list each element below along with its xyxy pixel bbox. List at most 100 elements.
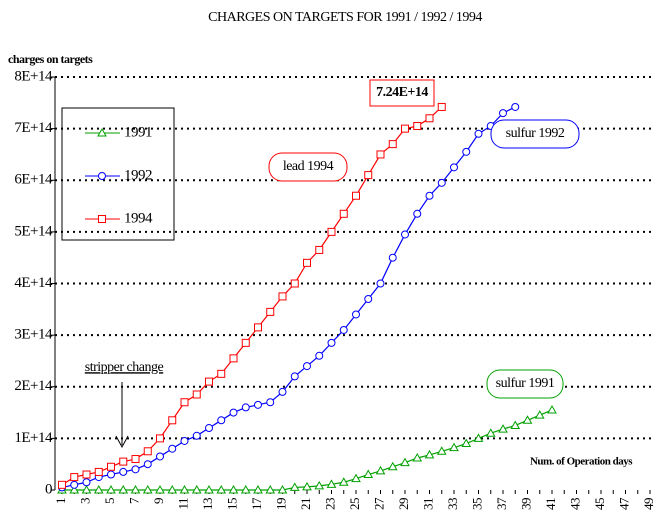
- point: [156, 452, 164, 461]
- point: [70, 480, 79, 489]
- x-tick-label: 29: [396, 498, 411, 510]
- point: [254, 400, 262, 409]
- annotation: sulfur 1992: [506, 126, 565, 141]
- point: [413, 122, 422, 131]
- x-tick-label: 31: [420, 498, 435, 510]
- point: [168, 416, 177, 425]
- point: [473, 433, 484, 442]
- point: [119, 457, 128, 466]
- point: [93, 484, 104, 494]
- y-tick-label: 0: [45, 481, 52, 497]
- point: [278, 292, 287, 301]
- x-tick-label: 27: [371, 497, 386, 510]
- annotation-box: [369, 79, 435, 107]
- point: [376, 150, 385, 159]
- point: [511, 102, 520, 111]
- annotation: stripper change: [85, 360, 164, 375]
- point: [449, 442, 459, 452]
- point: [510, 420, 521, 429]
- point: [401, 230, 409, 239]
- point: [254, 323, 262, 332]
- point: [388, 253, 397, 262]
- point: [118, 484, 129, 494]
- legend-label: 1994: [124, 210, 153, 226]
- point: [387, 461, 398, 471]
- annotation-box: [490, 119, 580, 149]
- y-tick-label: 3E+14: [14, 327, 53, 343]
- point: [192, 431, 201, 440]
- point: [179, 484, 190, 494]
- point: [107, 462, 115, 471]
- point: [130, 484, 141, 494]
- point: [266, 307, 275, 316]
- x-tick-label: 47: [616, 497, 631, 510]
- legend-label: 1991: [124, 124, 152, 140]
- point: [352, 310, 360, 319]
- point: [326, 479, 337, 488]
- x-tick-label: 37: [494, 497, 509, 510]
- point: [229, 354, 238, 363]
- x-tick-label: 49: [641, 498, 656, 510]
- y-tick-label: 6E+14: [14, 172, 53, 188]
- x-tick-label: 33: [445, 498, 460, 510]
- x-tick-label: 17: [249, 497, 264, 510]
- annotation-arrowhead: [115, 435, 129, 449]
- point: [82, 478, 91, 487]
- point: [499, 109, 507, 118]
- point: [266, 398, 275, 407]
- point: [498, 424, 508, 433]
- point: [327, 227, 336, 236]
- point: [412, 452, 423, 462]
- point: [339, 209, 348, 218]
- point: [204, 484, 214, 494]
- legend-label: 1992: [124, 167, 152, 183]
- x-tick-label: 1: [53, 498, 68, 504]
- point: [364, 171, 373, 180]
- annotation: sulfur 1991: [496, 376, 555, 391]
- point: [205, 424, 213, 433]
- annotation-box: [486, 369, 564, 399]
- point: [302, 481, 312, 491]
- x-tick-label: 5: [102, 498, 117, 504]
- y-tick-label: 5E+14: [14, 223, 53, 239]
- point: [338, 477, 349, 486]
- x-tick-label: 39: [518, 498, 533, 510]
- point: [143, 447, 152, 456]
- point: [388, 140, 397, 149]
- x-tick-label: 35: [469, 498, 484, 510]
- point: [205, 377, 213, 386]
- point: [364, 294, 373, 303]
- x-tick-label: 7: [126, 497, 141, 504]
- point: [547, 404, 557, 414]
- chart-title: CHARGES ON TARGETS FOR 1991 / 1992 / 199…: [208, 10, 482, 25]
- point: [461, 438, 472, 448]
- y-tick-label: 7E+14: [14, 120, 53, 136]
- point: [424, 449, 435, 459]
- point: [375, 465, 386, 475]
- legend-box: [61, 107, 175, 241]
- point: [534, 410, 545, 419]
- point: [217, 369, 226, 378]
- x-tick-label: 45: [592, 498, 607, 510]
- point: [303, 362, 311, 371]
- point: [106, 484, 116, 494]
- point: [70, 473, 79, 482]
- point: [180, 398, 189, 407]
- annotation-box: [268, 152, 348, 182]
- x-axis-label: Num. of Operation days: [530, 456, 633, 468]
- point: [352, 191, 360, 200]
- x-tick-label: 11: [175, 498, 190, 510]
- point: [290, 279, 299, 288]
- point: [314, 480, 325, 490]
- point: [228, 484, 239, 494]
- point: [58, 480, 66, 489]
- point: [119, 467, 128, 476]
- point: [241, 338, 250, 347]
- point: [241, 403, 250, 412]
- point: [81, 484, 92, 494]
- point: [143, 460, 152, 469]
- point: [462, 147, 471, 156]
- x-tick-label: 15: [224, 498, 239, 510]
- point: [327, 338, 336, 347]
- point: [192, 390, 201, 399]
